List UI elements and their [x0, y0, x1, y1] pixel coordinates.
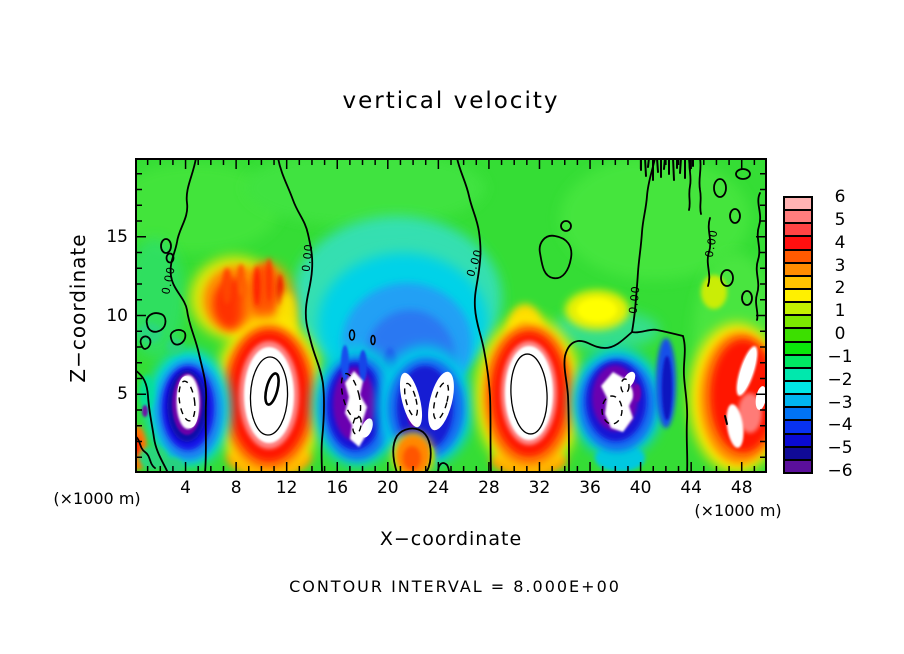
colorbar-cell	[785, 211, 811, 225]
colorbar-cell	[785, 447, 811, 461]
colorbar-cell	[785, 224, 811, 238]
contour-plot: 0.000.00 0.000.000.00	[135, 158, 767, 473]
y-tick-label: 10	[106, 305, 128, 326]
contour-interval-caption: CONTOUR INTERVAL = 8.000E+00	[289, 577, 621, 596]
y-axis-units: (×1000 m)	[53, 489, 141, 508]
colorbar-label: 5	[834, 209, 846, 230]
colorbar-cell	[785, 434, 811, 448]
colorbar-label: −4	[827, 415, 853, 436]
zero-contour-labels: 0.000.00 0.000.000.00	[159, 228, 720, 314]
colorbar-cell	[785, 303, 811, 317]
colorbar-cell	[785, 250, 811, 264]
colorbar-label: 2	[834, 278, 846, 299]
colorbar-cell	[785, 368, 811, 382]
colorbar-cell	[785, 408, 811, 422]
colorbar-label: 3	[834, 255, 846, 276]
y-axis-label: Z−coordinate	[66, 233, 90, 383]
colorbar-label: −1	[827, 346, 853, 367]
colorbar-label: −5	[827, 438, 853, 459]
colorbar-label: −2	[827, 369, 853, 390]
x-tick-label: 36	[579, 478, 601, 498]
axis-ticks	[137, 160, 765, 471]
x-tick-label: 48	[730, 478, 753, 498]
colorbar-label: 6	[834, 187, 846, 207]
x-tick-label: 4	[180, 478, 191, 498]
colorbar-label: 4	[834, 232, 846, 253]
colorbar-cell	[785, 263, 811, 277]
colorbar-cell	[785, 276, 811, 290]
field-fill	[135, 158, 767, 473]
x-tick-label: 8	[230, 478, 242, 498]
colorbar-cell	[785, 237, 811, 251]
colorbar-label: −3	[827, 392, 853, 413]
zero-contour-label: 0.00	[627, 285, 643, 315]
colorbar-cell	[785, 198, 811, 212]
dashed-contours	[178, 372, 630, 435]
colorbar-cell	[785, 355, 811, 369]
zero-contour-label: 0.00	[159, 265, 178, 296]
colorbar-cell	[785, 395, 811, 409]
colorbar-cell	[785, 329, 811, 343]
x-tick-label: 12	[275, 478, 298, 498]
colorbar	[783, 196, 813, 474]
colorbar-label: −6	[827, 461, 853, 481]
y-tick-label: 15	[106, 226, 128, 247]
y-tick-label: 5	[117, 384, 128, 405]
zero-contour-label: 0.00	[703, 228, 721, 258]
colorbar-cell	[785, 460, 811, 472]
x-tick-label: 24	[427, 478, 450, 498]
x-tick-label: 16	[326, 478, 349, 498]
x-axis-label: X−coordinate	[379, 528, 523, 550]
x-axis-units: (×1000 m)	[694, 501, 782, 520]
colorbar-cell	[785, 342, 811, 356]
x-tick-label: 32	[528, 478, 551, 498]
colorbar-label: 1	[834, 301, 846, 322]
zero-contour-label: 0.00	[300, 243, 316, 273]
x-tick-label: 40	[629, 478, 652, 498]
x-tick-label: 28	[478, 478, 500, 498]
x-tick-label: 44	[680, 478, 702, 498]
colorbar-cell	[785, 316, 811, 330]
colorbar-label: 0	[834, 324, 846, 344]
colorbar-cell	[785, 289, 811, 304]
chart-title: vertical velocity	[342, 88, 560, 114]
zero-contour-lines	[135, 158, 762, 473]
plot-frame	[135, 158, 767, 473]
colorbar-cell	[785, 421, 811, 435]
x-tick-label: 20	[376, 478, 399, 498]
colorbar-cell	[785, 381, 811, 396]
